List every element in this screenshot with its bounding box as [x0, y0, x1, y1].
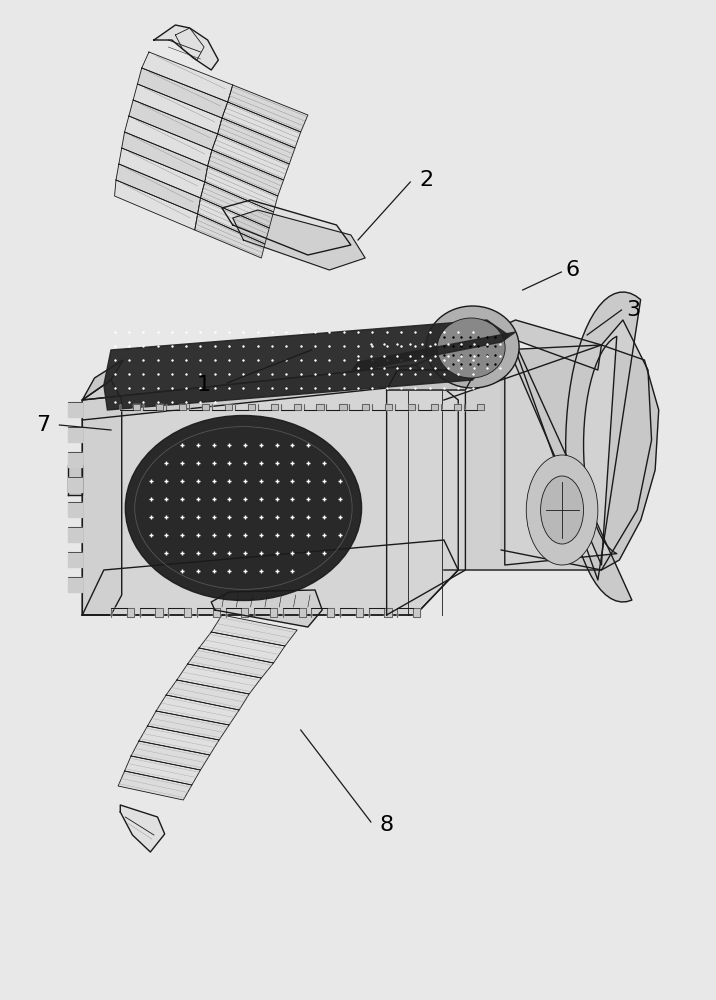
Polygon shape [195, 214, 265, 258]
Polygon shape [198, 198, 269, 244]
Polygon shape [501, 345, 659, 570]
Polygon shape [397, 608, 420, 617]
Polygon shape [166, 680, 249, 710]
Polygon shape [82, 380, 122, 615]
Polygon shape [395, 404, 415, 410]
Polygon shape [222, 102, 301, 148]
Polygon shape [120, 805, 165, 852]
Polygon shape [143, 404, 163, 410]
Polygon shape [340, 608, 363, 617]
Ellipse shape [541, 476, 584, 544]
Polygon shape [82, 360, 123, 400]
Polygon shape [235, 404, 255, 410]
Polygon shape [137, 68, 228, 118]
Polygon shape [283, 608, 306, 617]
Polygon shape [68, 402, 82, 417]
Polygon shape [68, 527, 82, 542]
Polygon shape [82, 365, 458, 615]
Polygon shape [211, 590, 322, 627]
Polygon shape [233, 210, 365, 270]
Polygon shape [212, 404, 232, 410]
Polygon shape [68, 502, 82, 517]
Ellipse shape [426, 306, 519, 388]
Polygon shape [147, 711, 229, 740]
Polygon shape [281, 404, 301, 410]
Polygon shape [82, 540, 458, 615]
Polygon shape [418, 404, 438, 410]
Polygon shape [369, 608, 392, 617]
Polygon shape [104, 320, 508, 410]
Polygon shape [197, 608, 220, 617]
Polygon shape [133, 84, 222, 134]
Polygon shape [211, 615, 297, 646]
Polygon shape [228, 85, 308, 132]
Polygon shape [140, 608, 163, 617]
Polygon shape [372, 404, 392, 410]
Polygon shape [326, 404, 347, 410]
Polygon shape [166, 404, 186, 410]
Polygon shape [226, 608, 248, 617]
Polygon shape [116, 164, 200, 214]
Polygon shape [188, 648, 274, 678]
Text: 1: 1 [197, 375, 211, 395]
Text: 6: 6 [566, 260, 580, 280]
Polygon shape [125, 116, 212, 166]
Polygon shape [464, 404, 484, 410]
Polygon shape [122, 132, 208, 182]
Polygon shape [68, 577, 82, 592]
Polygon shape [131, 741, 210, 770]
Polygon shape [387, 370, 476, 390]
Polygon shape [444, 320, 652, 570]
Polygon shape [156, 695, 239, 725]
Polygon shape [258, 404, 278, 410]
Polygon shape [441, 404, 461, 410]
Polygon shape [129, 100, 218, 150]
Polygon shape [125, 756, 200, 785]
Polygon shape [212, 134, 289, 180]
Polygon shape [68, 452, 82, 467]
Text: 3: 3 [626, 300, 641, 320]
Polygon shape [111, 608, 134, 617]
Polygon shape [304, 404, 324, 410]
Polygon shape [189, 404, 209, 410]
Polygon shape [254, 608, 277, 617]
Text: 2: 2 [419, 170, 433, 190]
Polygon shape [222, 200, 351, 255]
Text: 7: 7 [36, 415, 50, 435]
Polygon shape [177, 664, 261, 694]
Polygon shape [311, 608, 334, 617]
Polygon shape [119, 148, 205, 198]
Polygon shape [168, 608, 191, 617]
Polygon shape [200, 182, 274, 228]
Polygon shape [218, 118, 295, 164]
Polygon shape [205, 166, 278, 212]
Ellipse shape [125, 416, 362, 600]
Ellipse shape [526, 455, 598, 565]
Polygon shape [199, 632, 285, 663]
Polygon shape [351, 332, 516, 372]
Ellipse shape [437, 318, 505, 378]
Polygon shape [68, 552, 82, 567]
Polygon shape [208, 150, 284, 196]
Polygon shape [120, 404, 140, 410]
Polygon shape [505, 336, 616, 565]
Polygon shape [505, 292, 641, 602]
Polygon shape [154, 25, 218, 70]
Polygon shape [387, 390, 465, 615]
Polygon shape [139, 726, 219, 755]
Polygon shape [68, 477, 82, 492]
Polygon shape [68, 427, 82, 442]
Text: 8: 8 [379, 815, 394, 835]
Polygon shape [349, 404, 369, 410]
Polygon shape [68, 465, 82, 495]
Polygon shape [82, 320, 601, 420]
Polygon shape [118, 771, 192, 800]
Polygon shape [142, 52, 233, 102]
Polygon shape [115, 180, 198, 230]
